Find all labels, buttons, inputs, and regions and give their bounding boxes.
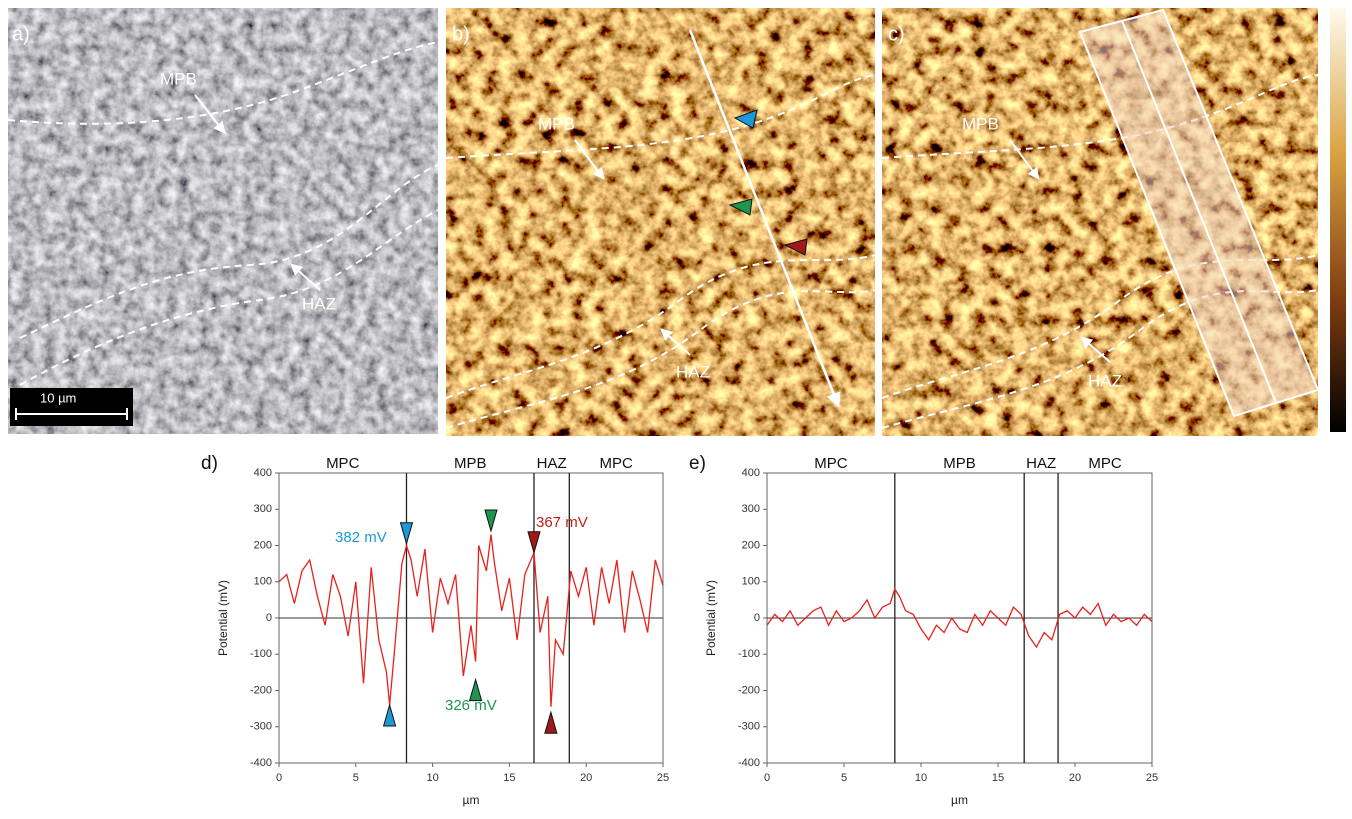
annotation: HAZ <box>1088 371 1122 390</box>
x-tick-label: 20 <box>1069 772 1081 784</box>
y-tick-label: -100 <box>250 648 272 660</box>
y-axis-label: Potential (mV) <box>704 580 718 656</box>
y-tick-label: -400 <box>250 757 272 769</box>
sem-image <box>8 8 438 434</box>
panel-label: a) <box>12 23 30 45</box>
y-tick-label: 0 <box>754 612 760 624</box>
x-tick-label: 15 <box>992 772 1004 784</box>
y-tick-label: 200 <box>254 539 272 551</box>
kpfm-image <box>446 8 875 436</box>
x-tick-label: 15 <box>503 772 515 784</box>
color-bar <box>1330 8 1346 432</box>
marker-triangle <box>484 509 498 533</box>
y-tick-label: -300 <box>738 721 760 733</box>
panel-label: e) <box>689 453 706 474</box>
x-tick-label: 0 <box>764 772 770 784</box>
marker-triangle <box>544 710 558 734</box>
scale-bar-box <box>10 388 133 426</box>
y-tick-label: 100 <box>254 576 272 588</box>
y-tick-label: -100 <box>738 648 760 660</box>
y-tick-label: 400 <box>742 467 760 479</box>
marker-triangle <box>527 531 541 555</box>
region-label: MPC <box>326 455 360 472</box>
region-label: MPC <box>599 455 633 472</box>
x-tick-label: 25 <box>657 772 669 784</box>
annotation: 367 mV <box>536 514 588 531</box>
marker-triangle <box>468 677 483 702</box>
marker-triangle <box>382 703 397 727</box>
x-tick-label: 10 <box>915 772 927 784</box>
region-label: MPB <box>943 455 976 472</box>
y-axis-label: Potential (mV) <box>216 580 230 656</box>
region-label: HAZ <box>1026 455 1056 472</box>
panel-label: d) <box>201 453 218 474</box>
region-label: MPB <box>454 455 487 472</box>
region-label: MPC <box>814 455 848 472</box>
x-tick-label: 25 <box>1146 772 1158 784</box>
y-tick-label: -200 <box>738 684 760 696</box>
x-tick-label: 5 <box>353 772 359 784</box>
panel-b: b) MPB HAZ <box>445 8 876 436</box>
annotation: HAZ <box>302 294 336 313</box>
y-tick-label: -400 <box>738 757 760 769</box>
marker-triangle <box>399 522 414 546</box>
y-tick-label: -200 <box>250 684 272 696</box>
y-tick-label: 300 <box>742 503 760 515</box>
y-tick-label: 100 <box>742 576 760 588</box>
data-line <box>278 534 664 707</box>
panel-a: a) MPB HAZ 10 µm <box>7 8 439 434</box>
panel-label: c) <box>888 23 905 45</box>
region-label: HAZ <box>537 455 567 472</box>
annotation: MPB <box>160 69 197 88</box>
x-tick-label: 0 <box>276 772 282 784</box>
y-tick-label: 400 <box>254 467 272 479</box>
panel-c: c) MPB HAZ <box>881 8 1320 436</box>
y-tick-label: 0 <box>266 612 272 624</box>
y-tick-label: -300 <box>250 721 272 733</box>
panel-label: b) <box>452 23 470 45</box>
annotation: 382 mV <box>335 529 387 546</box>
y-tick-label: 200 <box>742 539 760 551</box>
x-tick-label: 5 <box>841 772 847 784</box>
annotation: 326 mV <box>445 697 497 714</box>
y-tick-label: 300 <box>254 503 272 515</box>
x-axis-label: µm <box>951 793 968 807</box>
annotation: HAZ <box>676 362 710 381</box>
annotation: MPB <box>538 114 575 133</box>
x-tick-label: 20 <box>580 772 592 784</box>
data-line <box>766 587 1153 649</box>
scale-bar-label: 10 µm <box>40 390 76 405</box>
x-axis-label: µm <box>463 793 480 807</box>
region-label: MPC <box>1088 455 1122 472</box>
annotation: MPB <box>962 114 999 133</box>
x-tick-label: 10 <box>426 772 438 784</box>
